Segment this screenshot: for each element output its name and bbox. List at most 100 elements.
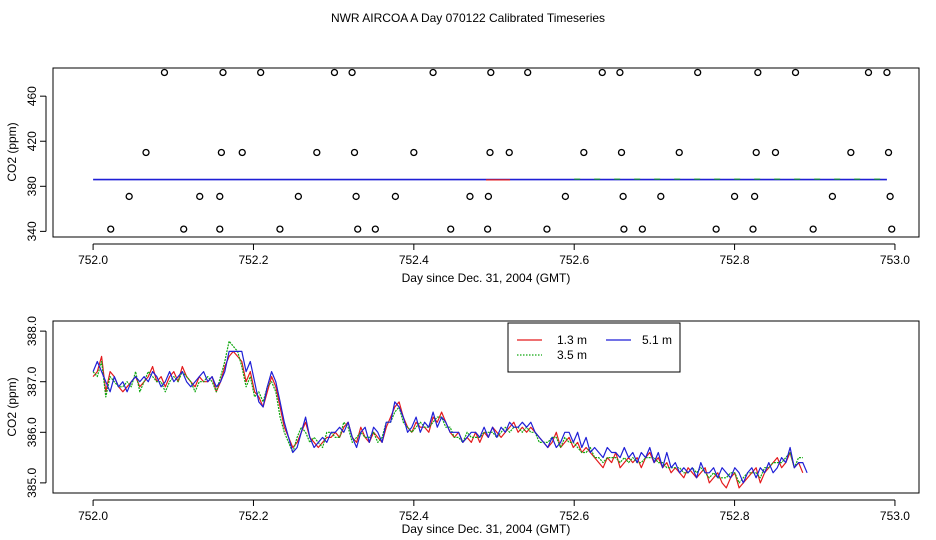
top-y-axis: 340 380 420 460	[25, 86, 47, 241]
x-tick-label: 753.0	[880, 509, 910, 523]
y-tick-label: 386.0	[25, 417, 39, 447]
scatter-point	[257, 68, 265, 77]
series-line-1-3-m	[92, 350, 804, 489]
bottom-panel: 752.0 752.2 752.4 752.6 752.8 753.0 385.0 386.…	[5, 316, 920, 536]
scatter-point	[487, 68, 495, 77]
scatter-point	[886, 192, 894, 201]
scatter-point	[888, 225, 896, 233]
scatter-point	[391, 192, 400, 201]
scatter-point	[712, 225, 720, 233]
scatter-point	[238, 148, 246, 157]
scatter-point	[348, 68, 356, 77]
top-panel: 752.0 752.2 752.4 752.6 752.8 753.0 340 380 420…	[5, 67, 920, 285]
scatter-point	[429, 68, 437, 77]
scatter-point	[883, 68, 891, 77]
scatter-point	[638, 225, 647, 233]
legend-label-5-1m: 5.1 m	[642, 333, 672, 347]
scatter-point	[354, 225, 362, 233]
top-baseline-series	[93, 178, 887, 181]
y-tick-label: 380	[25, 176, 39, 196]
y-tick-label: 388.0	[25, 316, 39, 346]
top-x-axis: 752.0 752.2 752.4 752.6 752.8 753.0	[78, 243, 910, 267]
scatter-point	[505, 148, 513, 157]
bottom-x-axis: 752.0 752.2 752.4 752.6 752.8 753.0	[78, 499, 910, 523]
top-x-axis-label: Day since Dec. 31, 2004 (GMT)	[402, 271, 571, 285]
y-tick-label: 385.0	[25, 468, 39, 498]
y-tick-label: 387.0	[25, 366, 39, 396]
scatter-point	[107, 225, 115, 233]
scatter-point	[598, 68, 606, 77]
x-tick-label: 752.6	[559, 253, 589, 267]
legend-box	[507, 322, 681, 373]
x-tick-label: 752.8	[720, 253, 750, 267]
scatter-point	[771, 148, 780, 157]
legend: 1.3 m 3.5 m 5.1 m	[507, 322, 681, 373]
scatter-point	[847, 148, 855, 157]
y-tick-label: 340	[25, 221, 39, 241]
scatter-point	[180, 225, 188, 233]
scatter-point	[616, 68, 624, 77]
scatter-point	[447, 225, 455, 233]
scatter-point	[216, 225, 224, 233]
top-scatter-points	[107, 68, 896, 233]
scatter-point	[371, 225, 379, 233]
bottom-plot-frame	[52, 320, 920, 494]
scatter-point	[619, 192, 627, 201]
scatter-point	[486, 148, 494, 157]
bottom-y-axis: 385.0 386.0 387.0 388.0	[25, 316, 47, 498]
x-tick-label: 752.4	[399, 509, 429, 523]
scatter-point	[483, 225, 492, 233]
scatter-point	[219, 68, 227, 77]
scatter-point	[330, 68, 339, 77]
x-tick-label: 752.0	[78, 253, 108, 267]
scatter-point	[809, 225, 817, 233]
scatter-point	[543, 225, 551, 233]
scatter-point	[350, 148, 359, 157]
top-plot-frame	[52, 67, 920, 238]
scatter-point	[294, 192, 303, 201]
scatter-point	[580, 148, 588, 157]
bottom-y-axis-label: CO2 (ppm)	[5, 377, 19, 436]
bottom-series-lines	[92, 340, 808, 489]
scatter-point	[620, 225, 628, 233]
x-tick-label: 752.8	[720, 509, 750, 523]
scatter-point	[466, 192, 474, 201]
top-y-axis-label: CO2 (ppm)	[5, 122, 19, 181]
scatter-point	[791, 68, 800, 77]
page-title: NWR AIRCOA A Day 070122 Calibrated Times…	[331, 11, 605, 25]
scatter-point	[125, 192, 133, 201]
scatter-point	[750, 192, 759, 201]
scatter-point	[864, 68, 873, 77]
scatter-point	[749, 225, 757, 233]
x-tick-label: 752.4	[399, 253, 429, 267]
scatter-point	[657, 192, 665, 201]
scatter-point	[675, 148, 683, 157]
scatter-point	[217, 148, 226, 157]
scatter-point	[752, 148, 760, 157]
scatter-point	[484, 192, 493, 201]
scatter-point	[828, 192, 837, 201]
x-tick-label: 752.2	[238, 509, 268, 523]
scatter-point	[160, 68, 169, 77]
x-tick-label: 752.0	[78, 509, 108, 523]
series-line-5-1-m	[92, 350, 808, 484]
series-line-3-5-m	[92, 340, 803, 484]
x-tick-label: 752.2	[238, 253, 268, 267]
scatter-point	[313, 148, 321, 157]
scatter-point	[884, 148, 893, 157]
y-tick-label: 460	[25, 86, 39, 106]
scatter-point	[410, 148, 418, 157]
bottom-x-axis-label: Day since Dec. 31, 2004 (GMT)	[402, 522, 571, 536]
legend-label-3-5m: 3.5 m	[557, 348, 587, 362]
scatter-point	[730, 192, 739, 201]
scatter-point	[276, 225, 284, 233]
scatter-point	[754, 68, 762, 77]
legend-label-1-3m: 1.3 m	[557, 333, 587, 347]
x-tick-label: 752.6	[559, 509, 589, 523]
x-tick-label: 753.0	[880, 253, 910, 267]
scatter-point	[561, 192, 570, 201]
scatter-point	[694, 68, 702, 77]
y-tick-label: 420	[25, 131, 39, 151]
scatter-point	[196, 192, 204, 201]
